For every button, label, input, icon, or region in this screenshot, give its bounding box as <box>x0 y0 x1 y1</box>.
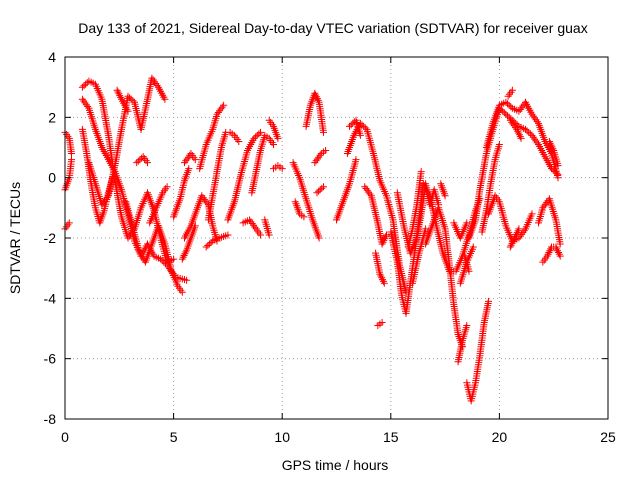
y-tick-label: 4 <box>48 49 56 65</box>
data-trace <box>261 216 273 239</box>
plot-frame <box>64 56 609 420</box>
data-trace <box>361 183 390 248</box>
y-axis-label: SDTVAR / TECUs <box>7 182 23 294</box>
data-trace <box>374 319 386 329</box>
x-tick-label: 20 <box>492 429 508 445</box>
data-trace <box>539 243 564 266</box>
y-tick-label: -2 <box>44 230 57 246</box>
data-trace <box>196 101 228 173</box>
x-tick-label: 5 <box>170 429 178 445</box>
data-trace <box>409 225 430 287</box>
x-tick-label: 10 <box>274 429 290 445</box>
data-trace <box>504 86 516 100</box>
grid-lines <box>65 57 608 419</box>
data-trace <box>291 198 308 221</box>
data-trace <box>85 74 169 209</box>
data-trace <box>133 153 151 167</box>
y-tick-label: -4 <box>44 290 57 306</box>
data-trace <box>224 128 264 224</box>
data-trace <box>146 183 171 227</box>
y-axis-ticks: -8 -6 -4 -2 0 2 4 <box>44 49 608 427</box>
y-tick-label: -6 <box>44 351 57 367</box>
data-trace <box>461 252 473 275</box>
data-trace <box>289 159 323 242</box>
data-trace <box>485 192 536 245</box>
x-tick-label: 0 <box>61 429 69 445</box>
data-trace <box>313 183 327 197</box>
data-trace <box>61 219 73 233</box>
data-trace <box>437 180 449 200</box>
data-trace <box>463 297 492 405</box>
data-trace <box>535 195 564 248</box>
data-points <box>61 74 564 405</box>
data-trace <box>333 156 360 224</box>
data-trace <box>393 180 443 257</box>
data-trace <box>404 168 425 251</box>
data-trace <box>265 116 282 142</box>
data-trace <box>311 147 330 167</box>
x-tick-label: 15 <box>383 429 399 445</box>
data-trace <box>202 231 232 251</box>
data-trace <box>113 86 132 115</box>
x-axis-ticks: 0 5 10 15 20 25 <box>61 57 616 445</box>
data-trace <box>454 322 471 366</box>
data-trace <box>226 128 243 145</box>
y-tick-label: 0 <box>48 170 56 186</box>
y-tick-label: 2 <box>48 109 56 125</box>
y-tick-label: -8 <box>44 411 57 427</box>
data-trace <box>346 116 364 139</box>
data-trace <box>545 138 562 170</box>
data-trace <box>170 165 193 221</box>
data-trace <box>478 141 503 236</box>
data-trace <box>422 204 466 351</box>
data-trace <box>239 216 264 239</box>
data-trace <box>450 219 471 242</box>
data-trace <box>506 225 523 251</box>
x-tick-label: 25 <box>600 429 616 445</box>
data-trace <box>204 128 230 224</box>
data-trace <box>61 156 75 194</box>
data-trace <box>372 249 388 287</box>
data-trace <box>122 198 186 296</box>
data-trace <box>181 150 199 167</box>
x-axis-label: GPS time / hours <box>282 457 389 473</box>
data-trace <box>61 128 75 157</box>
data-trace <box>270 162 286 173</box>
data-trace <box>178 222 199 263</box>
data-trace <box>248 131 277 197</box>
data-trace <box>482 98 562 182</box>
chart-title: Day 133 of 2021, Sidereal Day-to-day VTE… <box>78 20 587 36</box>
data-trace <box>506 116 525 142</box>
data-trace <box>302 89 327 136</box>
